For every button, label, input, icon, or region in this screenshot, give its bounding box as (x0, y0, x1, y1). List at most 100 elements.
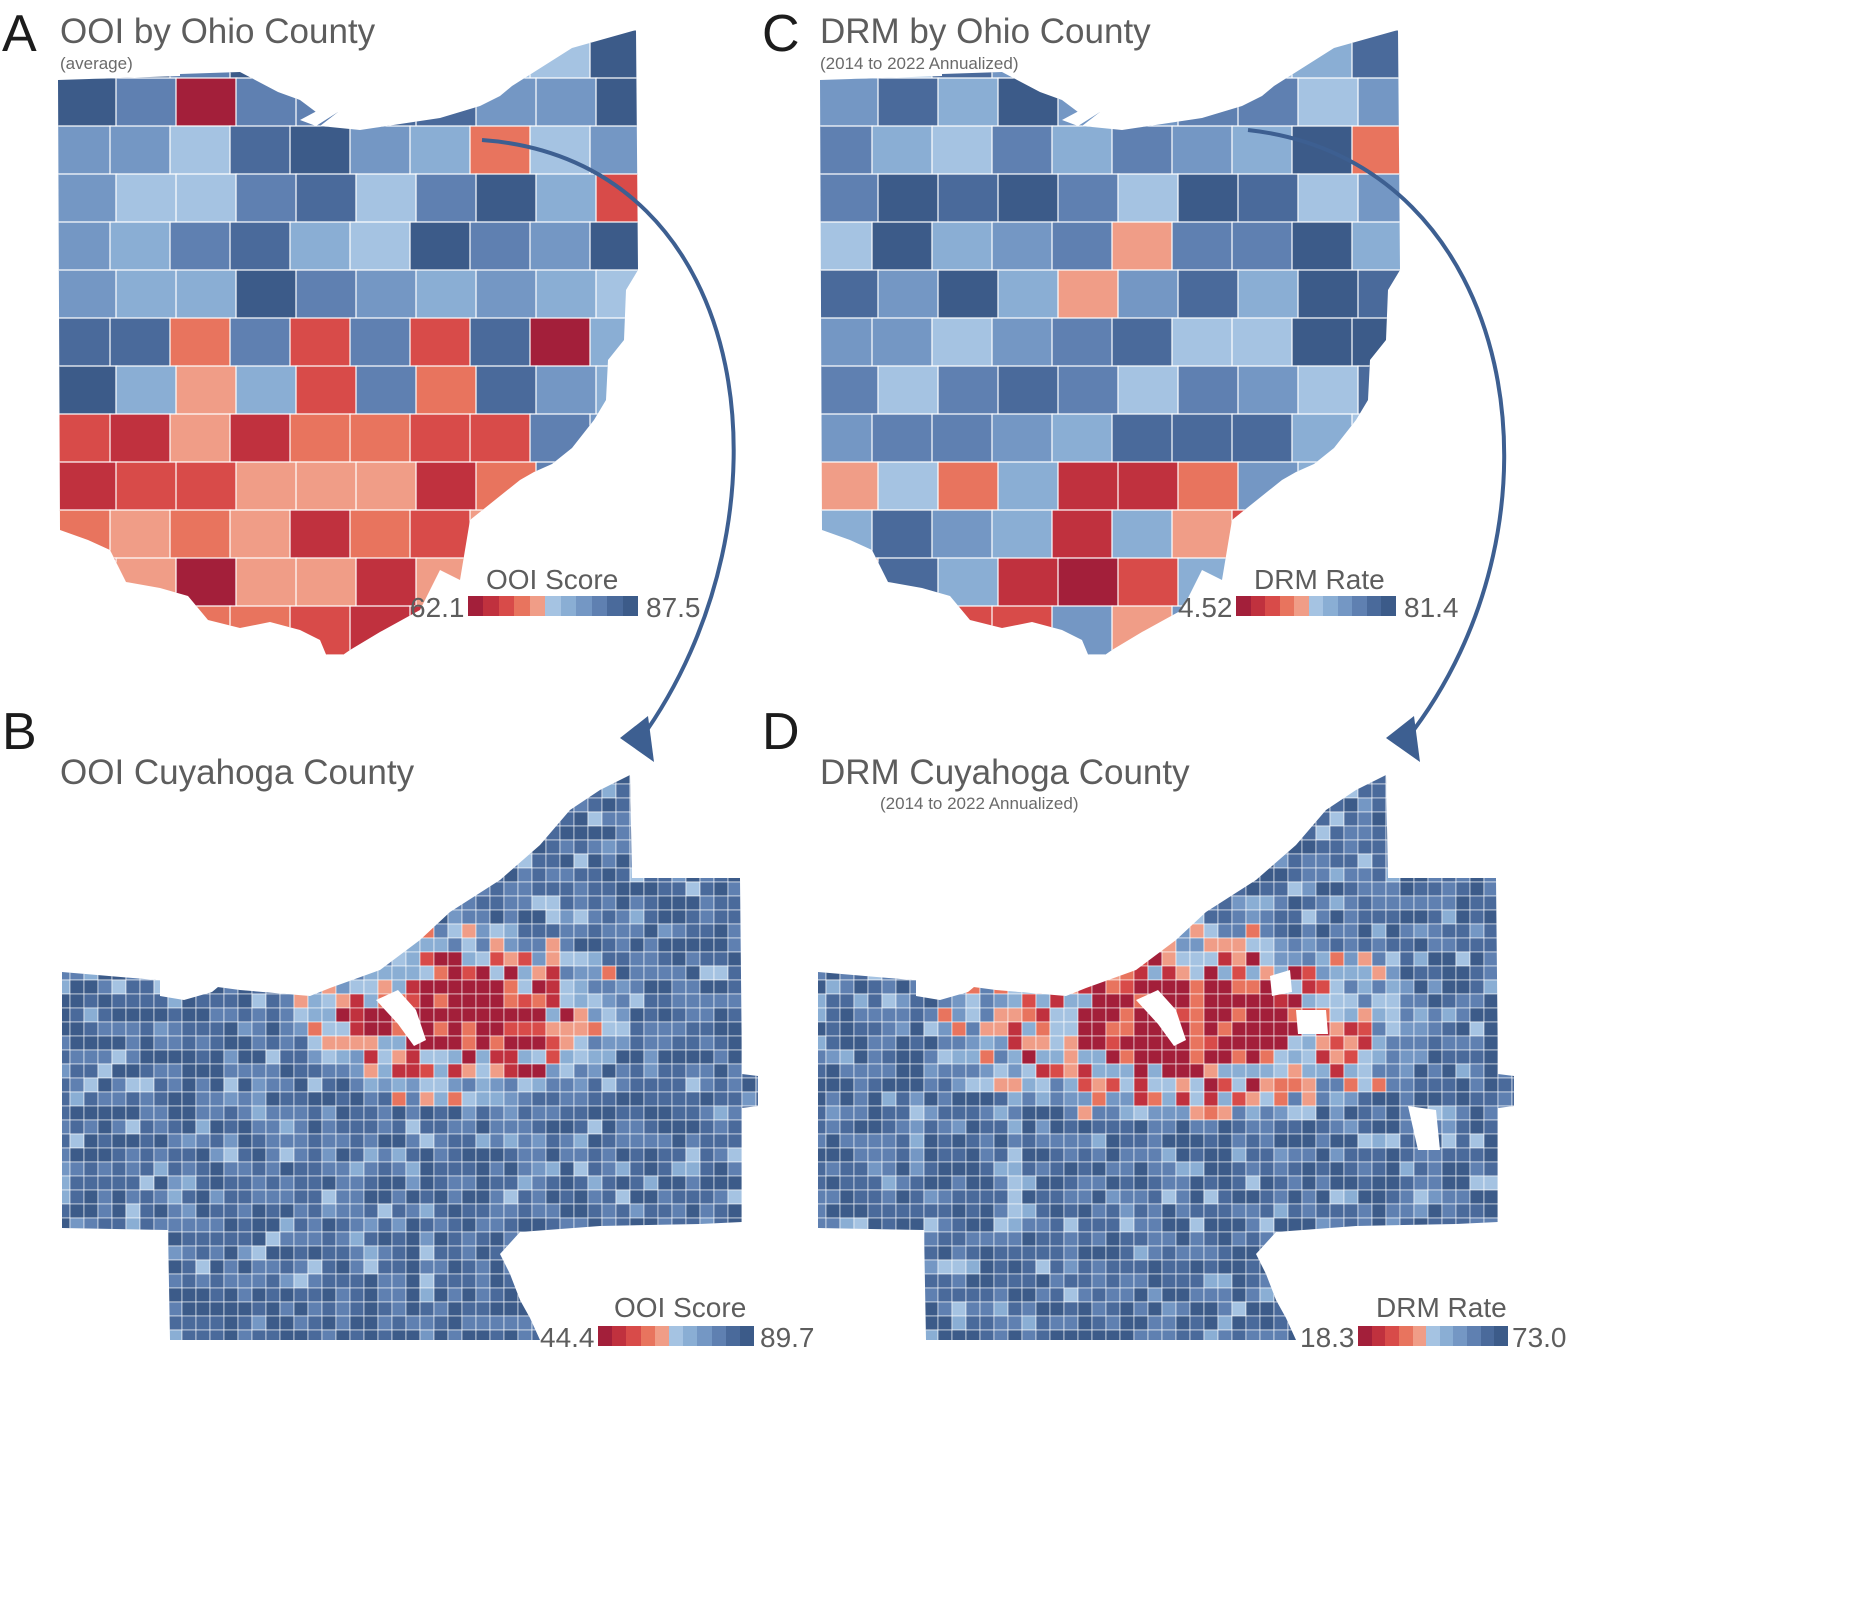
census-tract (1385, 1245, 1401, 1261)
census-tract (1021, 1021, 1037, 1037)
census-tract (279, 825, 295, 841)
census-tract (489, 1287, 505, 1303)
census-tract (223, 993, 239, 1009)
census-tract (1427, 1049, 1443, 1065)
census-tract (1455, 853, 1471, 869)
census-tract (1483, 909, 1499, 925)
census-tract (1511, 775, 1514, 785)
census-tract (1511, 951, 1514, 967)
census-tract (1133, 1091, 1149, 1107)
census-tract (1343, 1147, 1359, 1163)
census-tract (1273, 1063, 1289, 1079)
census-tract (867, 797, 883, 813)
census-tract (1175, 979, 1191, 995)
county-region (349, 317, 412, 368)
census-tract (1035, 1119, 1051, 1135)
census-tract (1371, 1091, 1387, 1107)
county-region (1111, 605, 1174, 656)
census-tract (965, 1049, 981, 1065)
census-tract (1455, 1245, 1471, 1261)
census-tract (167, 1189, 183, 1205)
census-tract (195, 881, 211, 897)
census-tract (349, 951, 365, 967)
census-tract (1371, 1049, 1387, 1065)
census-tract (1231, 979, 1247, 995)
census-tract (951, 895, 967, 911)
census-tract (1259, 1063, 1275, 1079)
census-tract (419, 811, 435, 827)
county-region (58, 413, 112, 464)
census-tract (167, 1119, 183, 1135)
census-tract (1217, 1273, 1233, 1289)
census-tract (83, 797, 99, 813)
census-tract (237, 1259, 253, 1275)
census-tract (62, 775, 71, 785)
census-tract (391, 1259, 407, 1275)
census-tract (447, 1175, 463, 1191)
census-tract (1063, 937, 1079, 953)
census-tract (979, 839, 995, 855)
census-tract (1399, 1147, 1415, 1163)
census-tract (321, 993, 337, 1009)
census-tract (377, 811, 393, 827)
census-tract (531, 881, 547, 897)
census-tract (447, 923, 463, 939)
census-tract (1469, 1133, 1485, 1149)
census-tract (545, 1273, 561, 1289)
census-tract (853, 979, 869, 995)
census-tract (1343, 1035, 1359, 1051)
census-tract (153, 775, 169, 785)
census-tract (839, 1245, 855, 1261)
census-tract (62, 853, 71, 869)
census-tract (335, 895, 351, 911)
census-tract (1049, 923, 1065, 939)
census-tract (475, 839, 491, 855)
census-tract (307, 1273, 323, 1289)
county-region (229, 221, 292, 272)
census-tract (251, 1147, 267, 1163)
county-region (1231, 413, 1294, 464)
census-tract (825, 1119, 841, 1135)
census-tract (615, 1189, 631, 1205)
census-tract (559, 1105, 575, 1121)
census-tract (1441, 1035, 1457, 1051)
census-tract (699, 993, 715, 1009)
census-tract (1371, 993, 1387, 1009)
census-tract (1105, 775, 1121, 785)
census-tract (377, 923, 393, 939)
census-tract (433, 1175, 449, 1191)
county-region (1231, 125, 1294, 176)
census-tract (1119, 783, 1135, 799)
county-region (1297, 173, 1360, 224)
census-tract (1175, 1133, 1191, 1149)
legend-max-a: 87.5 (646, 592, 701, 623)
census-tract (1035, 1329, 1051, 1340)
census-tract (1217, 1049, 1233, 1065)
census-tract (195, 839, 211, 855)
census-tract (741, 937, 757, 953)
census-tract (433, 1105, 449, 1121)
legend-swatch (1480, 1326, 1495, 1346)
census-tract (1007, 867, 1023, 883)
census-tract (937, 1105, 953, 1121)
census-tract (1105, 811, 1121, 827)
census-tract (125, 979, 141, 995)
census-tract (433, 1133, 449, 1149)
census-tract (139, 839, 155, 855)
census-tract (69, 951, 85, 967)
census-tract (153, 1329, 169, 1340)
census-tract (349, 1329, 365, 1340)
census-tract (1511, 1063, 1514, 1079)
census-tract (1497, 909, 1513, 925)
census-tract (1371, 867, 1387, 883)
census-tract (671, 1077, 687, 1093)
census-tract (335, 839, 351, 855)
census-tract (223, 1133, 239, 1149)
census-tract (1175, 1189, 1191, 1205)
census-tract (685, 811, 701, 827)
census-tract (685, 979, 701, 995)
census-tract (1371, 1021, 1387, 1037)
census-tract (993, 1287, 1009, 1303)
census-tract (489, 1231, 505, 1247)
census-tract (139, 1077, 155, 1093)
